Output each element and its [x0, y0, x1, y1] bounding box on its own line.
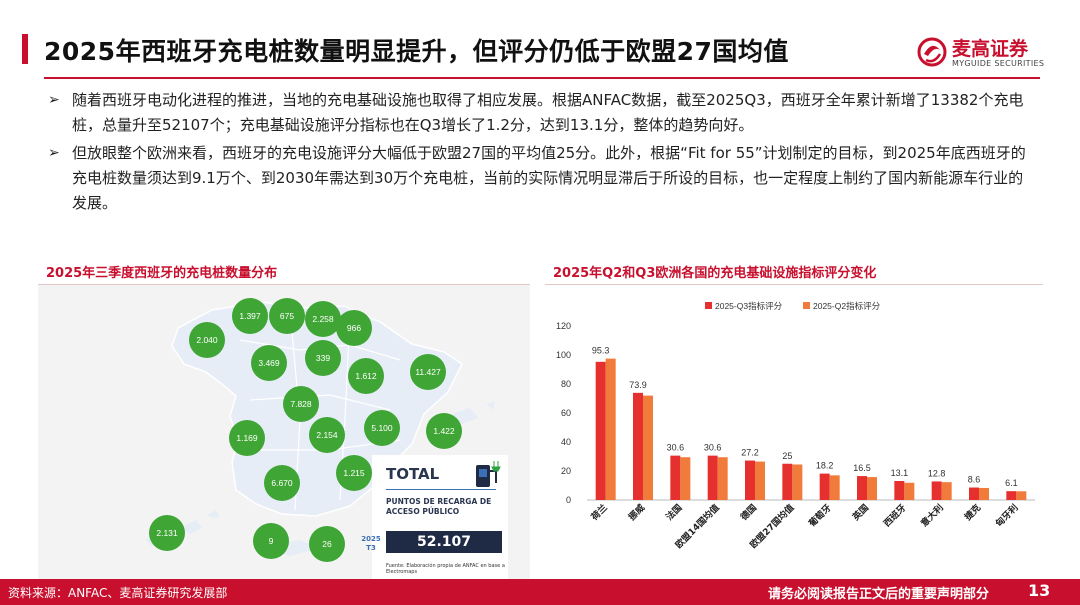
x-tick-label: 荷兰 [588, 502, 610, 524]
y-tick-label: 80 [561, 379, 571, 389]
bar-q3 [894, 481, 905, 500]
bar-q2 [605, 358, 616, 500]
data-label: 27.2 [741, 448, 759, 458]
total-source-note: Fuente: Elaboración propia de ANFAC en b… [386, 563, 505, 575]
data-label: 25 [782, 451, 792, 461]
logo-name: 麦高证券 [952, 38, 1029, 60]
bar-q3 [1006, 491, 1017, 500]
y-tick-label: 100 [556, 350, 571, 360]
total-card: TOTAL PUNTOS DE RECARGA DE ACCESO PÚBLIC… [361, 455, 508, 579]
x-tick-label: 德国 [738, 502, 759, 523]
x-tick-label: 葡萄牙 [805, 502, 833, 530]
bullet-item: ➢ 但放眼整个欧洲来看，西班牙的充电设施评分大幅低于欧盟27国的平均值25分。此… [48, 141, 1038, 216]
bar-q3 [782, 463, 793, 500]
data-label: 12.8 [928, 468, 946, 478]
x-tick-label: 挪威 [626, 502, 647, 523]
page-number: 13 [1028, 581, 1051, 600]
logo-swirl-icon [917, 37, 947, 67]
bar-q2 [904, 482, 915, 500]
total-quarter: T3 [366, 544, 376, 552]
data-label: 18.2 [816, 461, 834, 471]
data-label: 8.6 [968, 475, 981, 485]
title-accent-bar [22, 34, 28, 64]
footer-notice: 请务必阅读报告正文后的重要声明部分 [768, 587, 990, 602]
title-divider [44, 77, 1040, 79]
bar-q3 [969, 487, 979, 500]
bar-q3 [857, 476, 867, 500]
legend-swatch [705, 302, 712, 309]
bullet-list: ➢ 随着西班牙电动化进程的推进，当地的充电基础设施也取得了相应发展。根据ANFA… [48, 88, 1038, 219]
x-tick-label: 西班牙 [881, 502, 909, 530]
data-label: 6.1 [1005, 478, 1018, 488]
bar-q3 [633, 392, 643, 500]
data-label: 30.6 [704, 443, 722, 453]
y-tick-label: 40 [561, 437, 571, 447]
y-tick-label: 20 [561, 466, 571, 476]
arrow-bullet-icon: ➢ [48, 145, 60, 161]
bar-q2 [717, 457, 728, 500]
brand-logo: 麦高证券 MYGUIDE SECURITIES [916, 34, 1046, 74]
legend-label: 2025-Q3指标评分 [715, 301, 783, 311]
chart-panel-title: 2025年Q2和Q3欧洲各国的充电基础设施指标评分变化 [553, 266, 877, 281]
bar-q3 [670, 455, 681, 500]
map-panel-header: 2025年三季度西班牙的充电桩数量分布 [38, 262, 530, 285]
y-tick-label: 120 [556, 321, 571, 331]
map-panel-title: 2025年三季度西班牙的充电桩数量分布 [46, 266, 278, 281]
y-tick-label: 60 [561, 408, 571, 418]
bar-q2 [792, 464, 803, 500]
bar-q2 [643, 395, 653, 500]
bar-q2 [941, 482, 952, 500]
footer-source: 资料来源：ANFAC、麦高证券研究发展部 [8, 586, 228, 600]
bar-q3 [595, 361, 606, 500]
arrow-bullet-icon: ➢ [48, 92, 60, 108]
logo-subtitle: MYGUIDE SECURITIES [952, 59, 1045, 68]
y-tick-label: 0 [566, 495, 571, 505]
bar-chart: 0 20 40 60 80 100 120 2025-Q3指标评分 2025-Q2指标评分 95.… [556, 301, 1035, 551]
bar-q3 [931, 481, 942, 500]
total-description: PUNTOS DE RECARGA DE ACCESO PÚBLICO [386, 497, 492, 516]
data-label: 30.6 [667, 443, 685, 453]
total-value: 52.107 [386, 531, 502, 553]
data-label: 95.3 [592, 346, 610, 356]
bullet-item: ➢ 随着西班牙电动化进程的推进，当地的充电基础设施也取得了相应发展。根据ANFA… [48, 88, 1038, 138]
charging-station-icon [476, 461, 501, 487]
bar-q3 [819, 473, 830, 500]
x-tick-label: 匈牙利 [992, 502, 1020, 530]
bullet-text: 但放眼整个欧洲来看，西班牙的充电设施评分大幅低于欧盟27国的平均值25分。此外，… [72, 144, 1026, 212]
total-label: TOTAL [386, 465, 440, 483]
bar-q2 [867, 477, 877, 500]
bar-q2 [1016, 491, 1027, 500]
total-divider [386, 489, 496, 490]
footer-bar: 资料来源：ANFAC、麦高证券研究发展部 请务必阅读报告正文后的重要声明部分 1… [0, 579, 1080, 605]
legend-swatch [803, 302, 810, 309]
bar-q3 [745, 460, 755, 500]
chart-panel [545, 285, 1043, 579]
x-tick-label: 捷克 [962, 502, 983, 523]
bar-q2 [755, 461, 765, 500]
total-year: 2025 [361, 535, 381, 543]
bar-q2 [680, 457, 691, 500]
x-tick-label: 意大利 [918, 502, 946, 530]
chart-panel-header: 2025年Q2和Q3欧洲各国的充电基础设施指标评分变化 [545, 262, 1043, 285]
x-tick-label: 英国 [849, 502, 871, 524]
bar-q3 [707, 455, 718, 500]
total-period: 2025 T3 [356, 535, 386, 553]
x-tick-label: 法国 [663, 502, 684, 523]
data-label: 73.9 [629, 380, 647, 390]
legend-label: 2025-Q2指标评分 [813, 301, 881, 311]
bar-q2 [979, 487, 989, 500]
page-title: 2025年西班牙充电桩数量明显提升，但评分仍低于欧盟27国均值 [44, 37, 789, 66]
data-label: 13.1 [891, 468, 909, 478]
data-label: 16.5 [853, 463, 871, 473]
bar-q2 [829, 475, 840, 500]
bullet-text: 随着西班牙电动化进程的推进，当地的充电基础设施也取得了相应发展。根据ANFAC数… [72, 91, 1024, 134]
